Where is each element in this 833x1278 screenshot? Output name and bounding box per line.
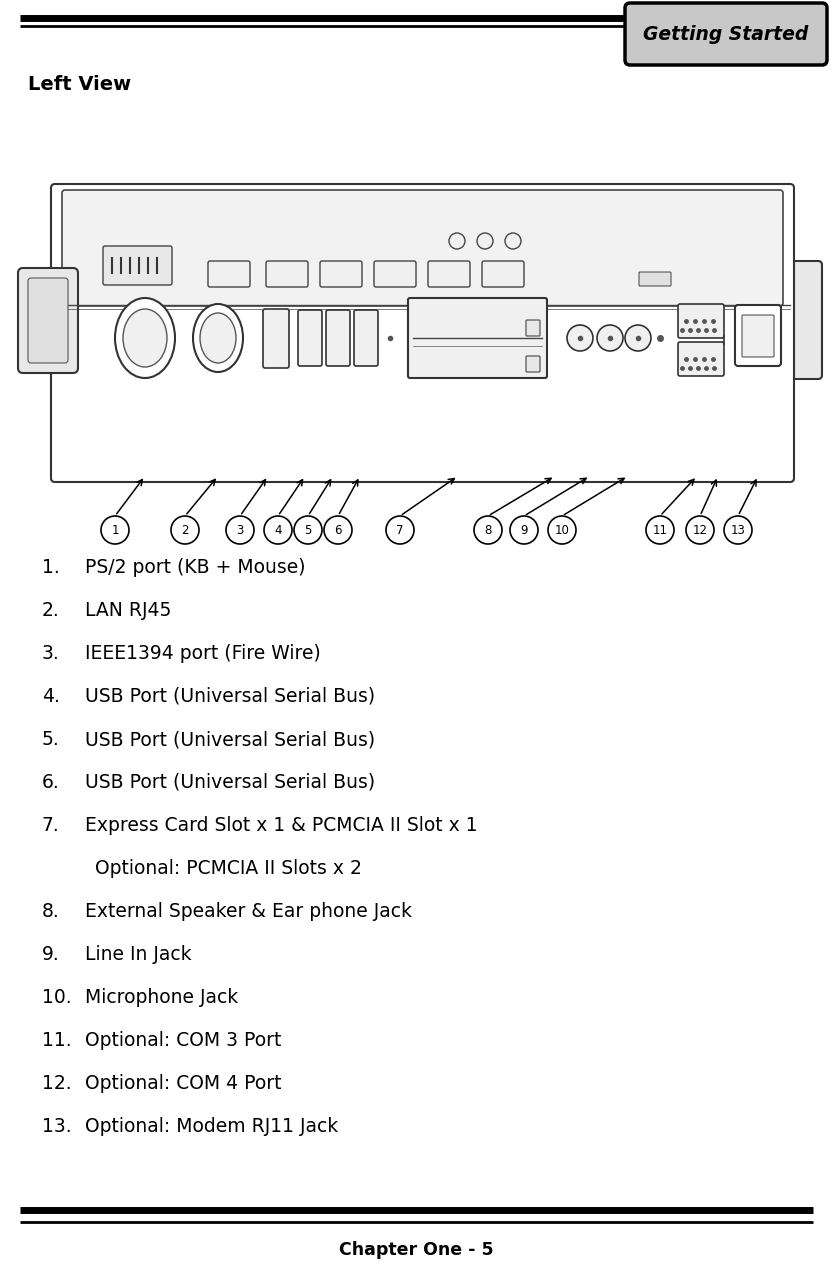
Circle shape: [294, 516, 322, 544]
Text: Getting Started: Getting Started: [643, 24, 809, 43]
Text: 1: 1: [112, 524, 119, 537]
Circle shape: [505, 233, 521, 249]
Text: USB Port (Universal Serial Bus): USB Port (Universal Serial Bus): [85, 773, 375, 792]
Text: 11: 11: [652, 524, 667, 537]
Text: 3.: 3.: [42, 644, 60, 663]
FancyBboxPatch shape: [298, 311, 322, 366]
Circle shape: [567, 325, 593, 351]
Text: 1.: 1.: [42, 558, 60, 576]
Text: Optional: Modem RJ11 Jack: Optional: Modem RJ11 Jack: [85, 1117, 338, 1136]
Text: Express Card Slot x 1 & PCMCIA II Slot x 1: Express Card Slot x 1 & PCMCIA II Slot x…: [85, 815, 477, 835]
Text: Chapter One - 5: Chapter One - 5: [339, 1241, 494, 1259]
Text: 8: 8: [484, 524, 491, 537]
Circle shape: [510, 516, 538, 544]
FancyBboxPatch shape: [266, 261, 308, 288]
Text: 5: 5: [304, 524, 312, 537]
FancyBboxPatch shape: [428, 261, 470, 288]
FancyBboxPatch shape: [482, 261, 524, 288]
FancyBboxPatch shape: [326, 311, 350, 366]
FancyBboxPatch shape: [208, 261, 250, 288]
Text: 6.: 6.: [42, 773, 60, 792]
Text: 3: 3: [237, 524, 244, 537]
Circle shape: [101, 516, 129, 544]
Text: 10: 10: [555, 524, 570, 537]
FancyBboxPatch shape: [354, 311, 378, 366]
Text: 13: 13: [731, 524, 746, 537]
FancyBboxPatch shape: [776, 261, 822, 380]
Text: 2: 2: [182, 524, 189, 537]
FancyBboxPatch shape: [18, 268, 78, 373]
FancyBboxPatch shape: [735, 305, 781, 366]
FancyBboxPatch shape: [408, 298, 547, 378]
Text: Left View: Left View: [28, 75, 131, 95]
Text: 4.: 4.: [42, 688, 60, 705]
FancyBboxPatch shape: [678, 304, 724, 337]
Text: IEEE1394 port (Fire Wire): IEEE1394 port (Fire Wire): [85, 644, 321, 663]
Text: 10.: 10.: [42, 988, 72, 1007]
Ellipse shape: [115, 298, 175, 378]
Circle shape: [597, 325, 623, 351]
Text: 6: 6: [334, 524, 342, 537]
Text: 9.: 9.: [42, 944, 60, 964]
Circle shape: [449, 233, 465, 249]
Circle shape: [477, 233, 493, 249]
Text: 4: 4: [274, 524, 282, 537]
Circle shape: [625, 325, 651, 351]
Circle shape: [548, 516, 576, 544]
Text: Microphone Jack: Microphone Jack: [85, 988, 238, 1007]
Text: 9: 9: [521, 524, 528, 537]
Circle shape: [324, 516, 352, 544]
Text: LAN RJ45: LAN RJ45: [85, 601, 172, 620]
FancyBboxPatch shape: [526, 357, 540, 372]
Text: External Speaker & Ear phone Jack: External Speaker & Ear phone Jack: [85, 902, 412, 921]
FancyBboxPatch shape: [742, 314, 774, 357]
Text: USB Port (Universal Serial Bus): USB Port (Universal Serial Bus): [85, 730, 375, 749]
Circle shape: [474, 516, 502, 544]
FancyBboxPatch shape: [639, 272, 671, 286]
Ellipse shape: [123, 309, 167, 367]
Circle shape: [646, 516, 674, 544]
FancyBboxPatch shape: [51, 184, 794, 482]
FancyBboxPatch shape: [28, 279, 68, 363]
Ellipse shape: [193, 304, 243, 372]
Text: 7: 7: [397, 524, 404, 537]
FancyBboxPatch shape: [62, 190, 783, 305]
FancyBboxPatch shape: [526, 320, 540, 336]
FancyBboxPatch shape: [103, 245, 172, 285]
Text: 7.: 7.: [42, 815, 60, 835]
Text: 12: 12: [692, 524, 707, 537]
Text: PS/2 port (KB + Mouse): PS/2 port (KB + Mouse): [85, 558, 306, 576]
Text: Line In Jack: Line In Jack: [85, 944, 192, 964]
Text: Optional: COM 4 Port: Optional: COM 4 Port: [85, 1074, 282, 1093]
FancyBboxPatch shape: [263, 309, 289, 368]
FancyBboxPatch shape: [320, 261, 362, 288]
Text: 2.: 2.: [42, 601, 60, 620]
FancyBboxPatch shape: [374, 261, 416, 288]
Circle shape: [264, 516, 292, 544]
Text: 8.: 8.: [42, 902, 60, 921]
Text: Optional: PCMCIA II Slots x 2: Optional: PCMCIA II Slots x 2: [95, 859, 362, 878]
Text: Optional: COM 3 Port: Optional: COM 3 Port: [85, 1031, 282, 1051]
Circle shape: [686, 516, 714, 544]
Circle shape: [386, 516, 414, 544]
Text: 13.: 13.: [42, 1117, 72, 1136]
FancyBboxPatch shape: [678, 343, 724, 376]
Text: 12.: 12.: [42, 1074, 72, 1093]
Circle shape: [724, 516, 752, 544]
Circle shape: [226, 516, 254, 544]
Ellipse shape: [200, 313, 236, 363]
Circle shape: [171, 516, 199, 544]
FancyBboxPatch shape: [625, 3, 827, 65]
Text: USB Port (Universal Serial Bus): USB Port (Universal Serial Bus): [85, 688, 375, 705]
Text: 5.: 5.: [42, 730, 60, 749]
Text: 11.: 11.: [42, 1031, 72, 1051]
